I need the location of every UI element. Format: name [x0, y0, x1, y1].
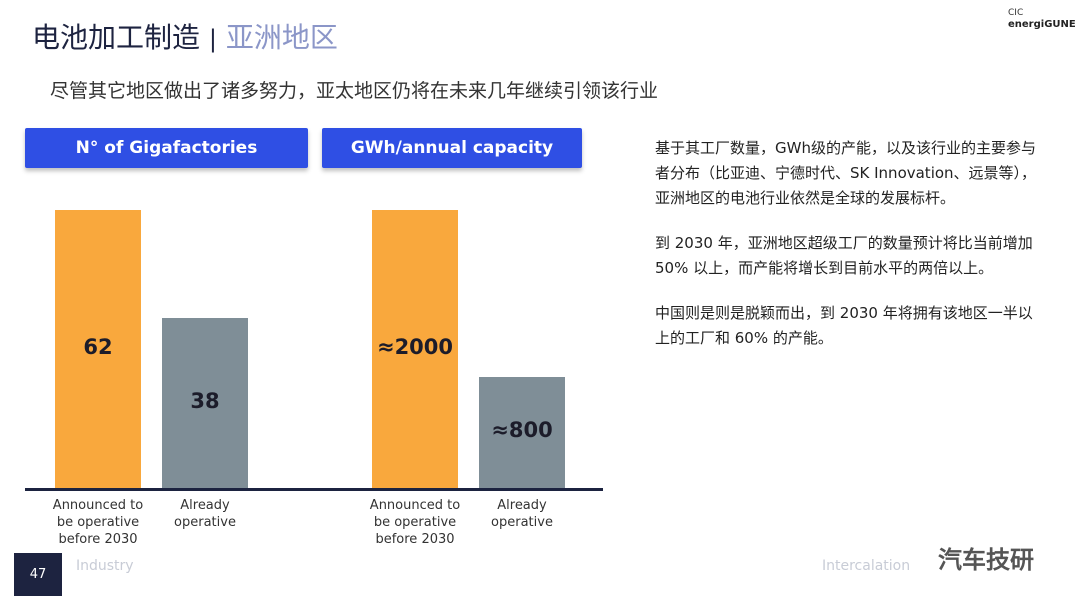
category-label: Already operative [174, 498, 236, 530]
logo-top: CIC [1008, 8, 1024, 18]
bar [162, 317, 248, 488]
baseline [25, 488, 603, 491]
category-label: Announced to be operative before 2030 [369, 498, 461, 547]
data-label: 62 [83, 335, 113, 359]
bar [372, 210, 458, 488]
paragraph: 到 2030 年，亚洲地区超级工厂的数量预计将比当前增加 50% 以上，而产能将… [655, 234, 1033, 277]
category-label: Announced to be operative before 2030 [52, 498, 144, 547]
bar [55, 210, 141, 488]
watermark: 汽车技研 [938, 546, 1034, 574]
data-label: ≈800 [491, 418, 553, 443]
bar [479, 376, 565, 488]
paragraph: 中国则是则是脱颖而出，到 2030 年将拥有该地区一半以上的工厂和 60% 的产… [655, 304, 1033, 347]
title-row: 电池加工制造 | 亚洲地区 [32, 16, 338, 56]
chart-title: GWh/annual capacity [322, 128, 582, 168]
page-number: 47 [14, 553, 62, 596]
title-region: 亚洲地区 [225, 21, 338, 54]
logo-name: energiGUNE [1008, 19, 1076, 30]
logo: CIC energiGUNE [1008, 8, 1076, 30]
text-block: 基于其工厂数量，GWh级的产能，以及该行业的主要参与者分布（比亚迪、宁德时代、S… [655, 136, 1047, 371]
data-label: 38 [190, 388, 220, 413]
footer-right: Intercalation [822, 558, 911, 574]
paragraph: 基于其工厂数量，GWh级的产能，以及该行业的主要参与者分布（比亚迪、宁德时代、S… [655, 139, 1037, 207]
chart-title: N° of Gigafactories [25, 128, 308, 168]
subtitle: 尽管其它地区做出了诸多努力，亚太地区仍将在未来几年继续引领该行业 [50, 80, 659, 102]
category-label: Already operative [491, 498, 553, 530]
title-separator: | [208, 25, 218, 53]
title: 电池加工制造 [32, 21, 201, 54]
data-label: ≈2000 [376, 335, 454, 359]
footer-left: Industry [76, 558, 134, 574]
